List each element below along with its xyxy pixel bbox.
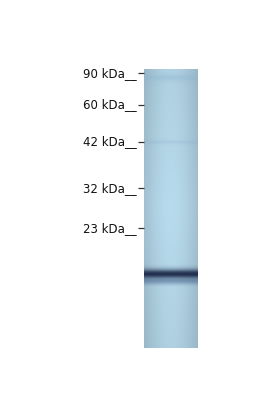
Text: 60 kDa__: 60 kDa__ [83, 98, 136, 112]
Text: 42 kDa__: 42 kDa__ [82, 136, 136, 148]
Text: 32 kDa__: 32 kDa__ [83, 182, 136, 195]
Text: 90 kDa__: 90 kDa__ [83, 67, 136, 80]
Text: 23 kDa__: 23 kDa__ [83, 222, 136, 235]
